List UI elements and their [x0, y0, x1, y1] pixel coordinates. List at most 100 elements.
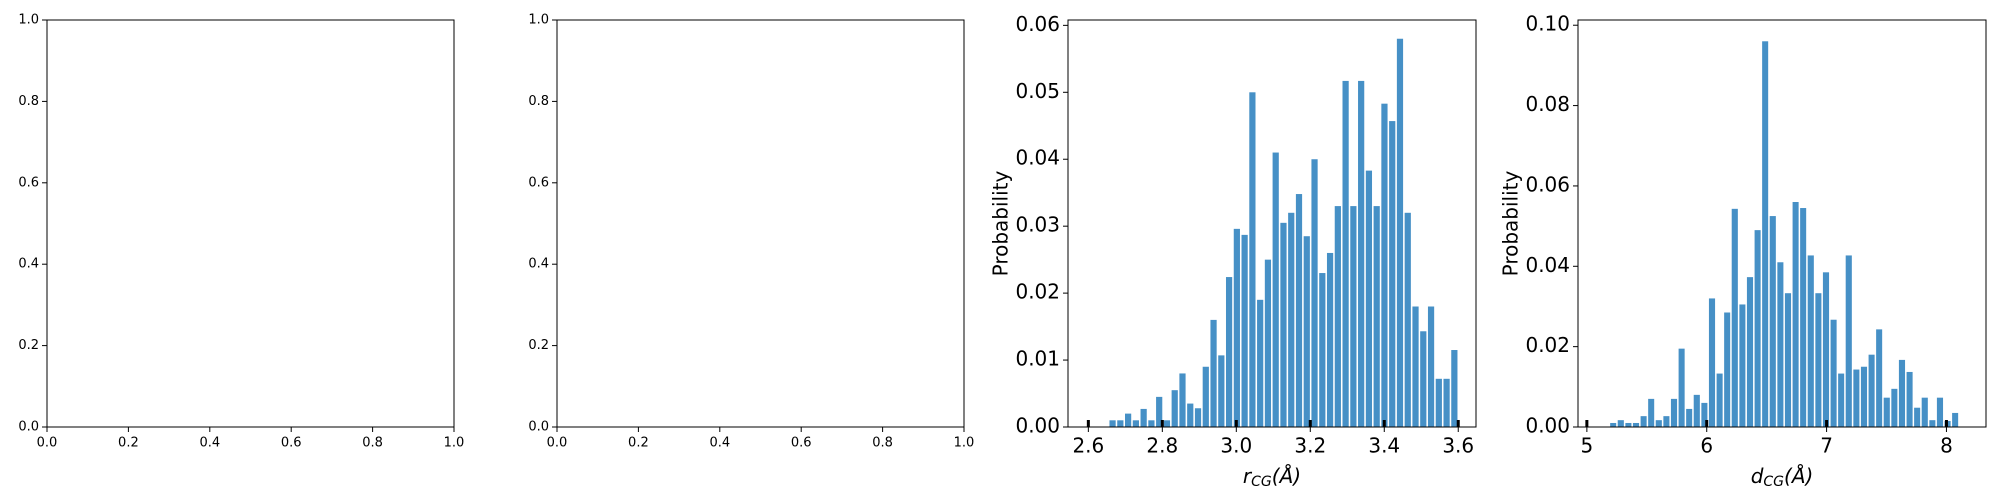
- bar: [1342, 80, 1349, 428]
- bar: [1640, 416, 1647, 427]
- bar: [1350, 206, 1357, 427]
- y-tick-label: 0.04: [1015, 146, 1060, 170]
- bar: [1233, 228, 1240, 427]
- bar: [1117, 420, 1124, 427]
- x-tick-label: 0.2: [118, 436, 139, 451]
- bar: [1202, 366, 1209, 427]
- subplot: 5 6 7 8 0.00 0.02 0.04 0.06 0.08 0.10 dCG(Å) Probab…: [1499, 12, 1987, 490]
- subplot: 0.0 0.2 0.4 0.6 0.8 1.0 0.0 0.2 0.4 0.6 0.8 1.0: [18, 13, 464, 451]
- bar: [1716, 373, 1723, 427]
- y-tick-label: 0.02: [1015, 280, 1060, 304]
- bar: [1125, 413, 1132, 427]
- x-label-sub: CG: [1763, 474, 1784, 490]
- bar: [1381, 103, 1388, 427]
- y-axis-label: Probability: [989, 170, 1013, 276]
- y-tick-label: 0.0: [18, 420, 39, 435]
- bar: [1373, 206, 1380, 427]
- bar: [1655, 420, 1662, 427]
- y-tick-label: 0.02: [1525, 333, 1570, 357]
- bar: [1249, 92, 1256, 427]
- y-tick-label: 0.6: [528, 175, 549, 190]
- bar: [1731, 208, 1738, 427]
- bar: [1311, 159, 1318, 427]
- bar: [1769, 216, 1776, 427]
- x-axis-label: rCG(Å): [1243, 464, 1301, 491]
- x-tick-label: 0.4: [199, 436, 220, 451]
- bar: [1724, 312, 1731, 427]
- bar: [1936, 397, 1944, 427]
- bar: [1792, 202, 1799, 427]
- y-tick-label: 1.0: [18, 13, 39, 28]
- y-tick-label: 0.6: [18, 175, 39, 190]
- bar: [1686, 408, 1693, 427]
- y-tick-label: 0.8: [528, 94, 549, 109]
- bar: [1921, 397, 1928, 427]
- x-label-rest: (Å): [1784, 464, 1813, 488]
- bar: [1319, 273, 1326, 427]
- subplot: 2.6 2.8 3.0 3.2 3.4 3.6 0.00 0.01 0.02 0.03 0.04 0.…: [989, 12, 1477, 490]
- bar: [1678, 348, 1685, 427]
- x-tick-label: 3.2: [1294, 434, 1326, 458]
- bar: [1822, 272, 1830, 427]
- bar: [1264, 259, 1272, 427]
- x-tick-label: 6: [1700, 434, 1713, 458]
- bar: [1210, 319, 1217, 427]
- bar: [1860, 366, 1868, 427]
- bar: [1358, 80, 1365, 428]
- bar: [1883, 397, 1890, 427]
- bar: [1929, 420, 1936, 427]
- y-tick-label: 0.01: [1015, 347, 1060, 371]
- bar: [1389, 121, 1396, 427]
- x-tick-label: 0.6: [791, 436, 812, 451]
- x-tick-label: 8: [1940, 434, 1953, 458]
- bar: [1140, 408, 1147, 427]
- subplot: 0.0 0.2 0.4 0.6 0.8 1.0 0.0 0.2 0.4 0.6 0.8 1.0: [528, 13, 974, 451]
- axes-frame: [1577, 19, 1987, 428]
- y-tick-label: 0.00: [1015, 414, 1060, 438]
- bar: [1754, 230, 1761, 427]
- y-axis-label: Probability: [1499, 170, 1523, 276]
- bar: [1693, 394, 1700, 427]
- x-tick-label: 0.0: [37, 436, 58, 451]
- bar: [1708, 298, 1716, 427]
- bar: [1891, 388, 1898, 427]
- y-tick-label: 0.8: [18, 94, 39, 109]
- bar: [1225, 277, 1233, 427]
- bar: [1777, 262, 1784, 427]
- bar: [1853, 369, 1860, 427]
- bar: [1898, 359, 1906, 427]
- bar: [1610, 422, 1617, 427]
- bar: [1272, 152, 1279, 427]
- bar: [1625, 422, 1632, 427]
- bar: [1443, 378, 1450, 427]
- x-label-rest: (Å): [1272, 464, 1301, 488]
- y-tick-label: 1.0: [528, 13, 549, 28]
- bar: [1194, 408, 1202, 427]
- bar: [1648, 398, 1655, 427]
- bar: [1295, 194, 1303, 427]
- bar: [1807, 255, 1814, 427]
- x-axis-label: dCG(Å): [1751, 464, 1814, 491]
- bar: [1800, 208, 1807, 427]
- bar: [1280, 222, 1287, 427]
- x-tick-label: 2.6: [1072, 434, 1104, 458]
- bar: [1326, 252, 1334, 427]
- bar: [1109, 420, 1116, 427]
- y-tick-label: 0.05: [1015, 79, 1060, 103]
- bar: [1179, 373, 1186, 427]
- bar: [1845, 255, 1852, 427]
- bar: [1451, 350, 1458, 427]
- bar: [1739, 304, 1746, 427]
- bar: [1815, 293, 1822, 427]
- bar: [1670, 398, 1678, 427]
- bar: [1914, 407, 1921, 427]
- bar: [1868, 354, 1875, 427]
- y-tick-label: 0.03: [1015, 213, 1060, 237]
- bar: [1396, 38, 1404, 428]
- x-tick-label: 0.0: [547, 436, 568, 451]
- bar: [1334, 206, 1341, 427]
- bar: [1132, 420, 1139, 427]
- y-tick-label: 0.04: [1525, 253, 1570, 277]
- bar: [1617, 420, 1624, 427]
